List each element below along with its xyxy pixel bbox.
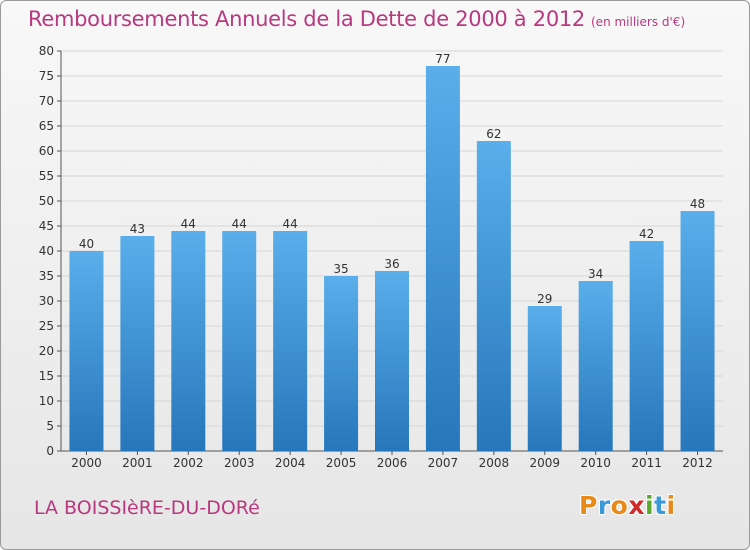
bar-value-label: 44 xyxy=(283,217,298,231)
y-tick-label: 5 xyxy=(46,419,54,433)
bar-2007 xyxy=(425,66,460,451)
x-tick-label: 2001 xyxy=(122,456,153,470)
x-tick-label: 2003 xyxy=(224,456,255,470)
axes: 0 5 10 15 20 25 30 35 40 45 50 55 60 65 70 75 80 2000 2001… xyxy=(39,44,723,470)
bar-value-label: 43 xyxy=(130,222,145,236)
bar-value-label: 77 xyxy=(435,52,450,66)
bar-2003 xyxy=(222,231,257,451)
x-tick-label: 2012 xyxy=(682,456,713,470)
y-tick-label: 35 xyxy=(39,269,54,283)
bar-value-label: 44 xyxy=(232,217,247,231)
bar-2002 xyxy=(171,231,206,451)
y-tick-label: 0 xyxy=(46,444,54,458)
y-tick-label: 15 xyxy=(39,369,54,383)
y-tick-label: 70 xyxy=(39,94,54,108)
logo-letter: i xyxy=(666,491,676,520)
bar-value-label: 35 xyxy=(333,262,348,276)
bar-2004 xyxy=(273,231,308,451)
bar-value-label: 42 xyxy=(639,227,654,241)
bar-2009 xyxy=(527,306,562,451)
logo-letter: o xyxy=(610,491,629,520)
bar-2010 xyxy=(578,281,613,451)
chart-title-text: Remboursements Annuels de la Dette de 20… xyxy=(28,7,585,31)
bar-2006 xyxy=(375,271,409,451)
logo-letter: t xyxy=(654,491,667,520)
y-tick-label: 20 xyxy=(39,344,54,358)
y-tick-label: 75 xyxy=(39,69,54,83)
logo-letter: P xyxy=(579,491,598,520)
bar-value-label: 40 xyxy=(79,237,94,251)
x-tick-label: 2000 xyxy=(71,456,102,470)
x-tick-label: 2007 xyxy=(428,456,459,470)
proxiti-logo: Proxiti xyxy=(579,491,676,520)
y-tick-label: 55 xyxy=(39,169,54,183)
bar-2008 xyxy=(476,141,511,451)
bar-2001 xyxy=(120,236,155,451)
x-tick-label: 2011 xyxy=(631,456,662,470)
y-tick-label: 45 xyxy=(39,219,54,233)
bar-2011 xyxy=(629,241,664,451)
bar-value-label: 44 xyxy=(181,217,196,231)
y-tick-label: 80 xyxy=(39,44,54,58)
x-tick-label: 2009 xyxy=(529,456,560,470)
town-name: LA BOISSIèRE-DU-DORé xyxy=(34,497,260,519)
logo-letter: x xyxy=(628,491,645,520)
y-tick-label: 30 xyxy=(39,294,54,308)
bar-value-label: 62 xyxy=(486,127,501,141)
bar-value-label: 34 xyxy=(588,267,603,281)
y-tick-label: 65 xyxy=(39,119,54,133)
bars: 40 43 44 44 44 35 36 77 62 29 34 42 48 xyxy=(69,52,715,451)
y-tick-label: 50 xyxy=(39,194,54,208)
x-tick-label: 2002 xyxy=(173,456,204,470)
x-tick-label: 2004 xyxy=(275,456,306,470)
bar-value-label: 36 xyxy=(384,257,399,271)
logo-letter: i xyxy=(645,491,655,520)
y-tick-label: 60 xyxy=(39,144,54,158)
bar-value-label: 48 xyxy=(690,197,705,211)
bar-value-label: 29 xyxy=(537,292,552,306)
chart-unit: (en milliers d'€) xyxy=(591,15,686,29)
logo-letter: r xyxy=(597,491,611,520)
x-tick-label: 2008 xyxy=(479,456,510,470)
bar-2000 xyxy=(69,251,104,451)
chart-title: Remboursements Annuels de la Dette de 20… xyxy=(28,7,685,31)
bar-2012 xyxy=(680,211,715,451)
y-tick-label: 40 xyxy=(39,244,54,258)
x-tick-label: 2010 xyxy=(580,456,611,470)
y-tick-label: 10 xyxy=(39,394,54,408)
x-tick-label: 2006 xyxy=(377,456,408,470)
y-tick-label: 25 xyxy=(39,319,54,333)
x-tick-label: 2005 xyxy=(326,456,357,470)
bar-2005 xyxy=(324,276,359,451)
